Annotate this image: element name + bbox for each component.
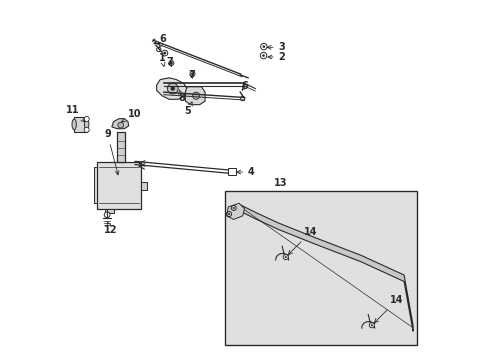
Circle shape	[262, 45, 264, 48]
Bar	[94, 167, 97, 203]
Circle shape	[156, 47, 161, 51]
Circle shape	[169, 62, 172, 64]
Text: 11: 11	[65, 105, 85, 122]
Bar	[104, 209, 113, 213]
Polygon shape	[185, 87, 204, 105]
Text: 1: 1	[158, 53, 165, 67]
Circle shape	[167, 83, 178, 94]
Circle shape	[368, 323, 373, 328]
Text: 8: 8	[178, 90, 185, 103]
Ellipse shape	[84, 119, 89, 130]
Circle shape	[168, 60, 174, 66]
Text: 7: 7	[166, 57, 173, 67]
Text: 12: 12	[104, 222, 117, 235]
Circle shape	[262, 54, 264, 57]
Text: 13: 13	[273, 178, 286, 188]
Bar	[97, 162, 140, 209]
Circle shape	[192, 92, 199, 99]
Text: 6: 6	[242, 81, 248, 91]
Text: 9: 9	[104, 129, 119, 175]
Polygon shape	[156, 78, 187, 99]
Polygon shape	[226, 203, 244, 220]
Circle shape	[227, 213, 230, 215]
Polygon shape	[112, 119, 128, 129]
Text: 10: 10	[122, 109, 142, 122]
Circle shape	[170, 86, 175, 91]
Bar	[140, 182, 147, 190]
Circle shape	[370, 324, 372, 326]
Bar	[74, 117, 86, 132]
Text: 2: 2	[267, 52, 285, 62]
Circle shape	[283, 255, 287, 260]
Circle shape	[190, 71, 195, 76]
Circle shape	[118, 122, 123, 128]
Text: 4: 4	[236, 167, 254, 177]
Circle shape	[240, 96, 244, 101]
Text: 5: 5	[184, 102, 192, 116]
Circle shape	[191, 72, 194, 75]
Text: 7: 7	[188, 70, 195, 80]
Circle shape	[84, 117, 89, 122]
Bar	[117, 132, 124, 162]
Circle shape	[284, 256, 286, 258]
Ellipse shape	[72, 119, 76, 130]
Circle shape	[84, 127, 89, 132]
Circle shape	[232, 207, 234, 209]
Circle shape	[104, 212, 110, 218]
Bar	[224, 191, 416, 345]
Polygon shape	[228, 205, 412, 331]
Text: 14: 14	[374, 295, 403, 323]
Text: 3: 3	[266, 42, 285, 52]
Text: 6: 6	[159, 34, 166, 48]
Circle shape	[163, 51, 166, 54]
Text: 14: 14	[288, 227, 317, 255]
Circle shape	[162, 50, 167, 56]
Bar	[228, 168, 236, 175]
